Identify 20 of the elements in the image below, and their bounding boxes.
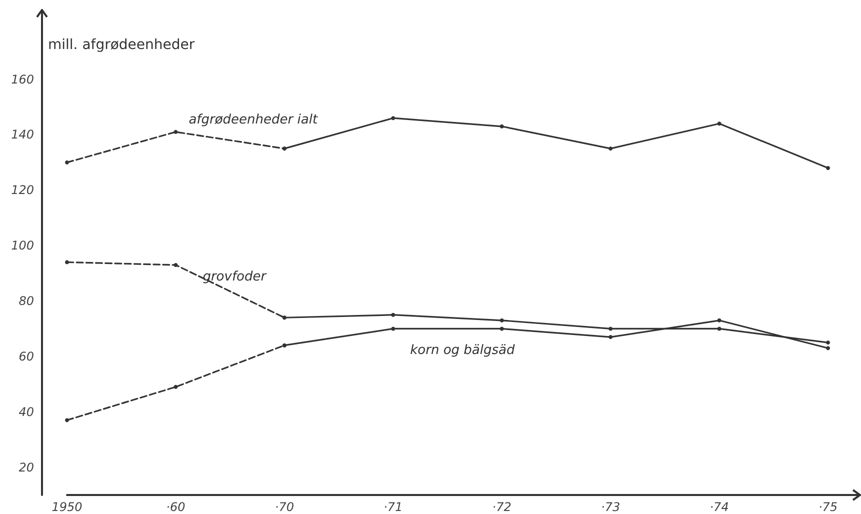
y-tick-label: 140 [11,128,34,142]
y-tick-label: 80 [18,294,34,308]
series-label: korn og bälgsäd [410,343,516,358]
y-tick-label: 160 [11,72,34,86]
y-axis-title: mill. afgrødeenheder [48,37,195,53]
series-label: afgrødeenheder ialt [188,112,318,128]
y-tick-label: 40 [18,404,34,419]
x-tick-label: ·75 [818,500,838,514]
x-tick-label: ·73 [601,500,620,514]
x-tick-label: ·60 [166,500,186,514]
x-tick-label: ·71 [384,500,403,514]
y-tick-label: 120 [11,183,34,198]
x-tick-label: 1950 [52,500,83,514]
x-tick-label: ·72 [492,500,512,514]
y-tick-label: 20 [18,460,34,474]
y-tick-label: 60 [18,349,34,364]
x-tick-label: ·70 [274,500,294,514]
y-tick-label: 100 [11,238,34,253]
series-label: grovfoder [202,269,268,284]
x-tick-label: ·74 [710,500,729,514]
